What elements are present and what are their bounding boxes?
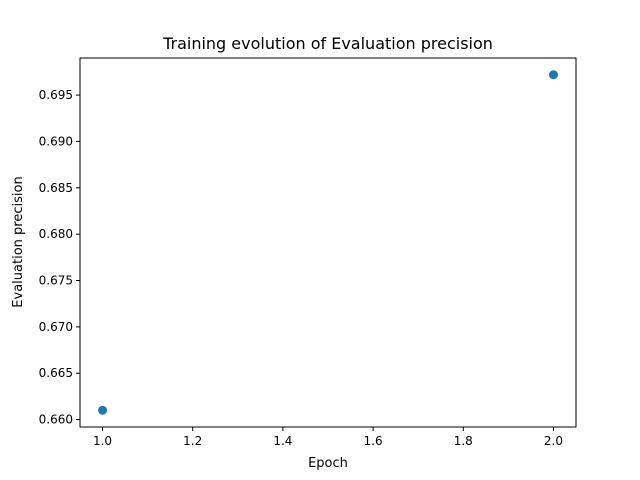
x-axis-label: Epoch <box>308 456 348 471</box>
data-series <box>98 70 558 415</box>
x-tick-label: 1.6 <box>364 434 383 448</box>
y-tick-label: 0.675 <box>39 274 73 288</box>
x-tick-label: 1.0 <box>93 434 112 448</box>
x-tick-label: 1.8 <box>454 434 473 448</box>
y-tick-label: 0.695 <box>39 88 73 102</box>
y-tick-label: 0.660 <box>39 413 73 427</box>
y-tick-label: 0.680 <box>39 227 73 241</box>
y-tick-label: 0.665 <box>39 366 73 380</box>
x-tick-label: 2.0 <box>544 434 563 448</box>
x-axis: 1.0 1.2 1.4 1.6 1.8 2.0 <box>93 427 563 448</box>
x-tick-label: 1.2 <box>183 434 202 448</box>
data-point <box>548 70 558 80</box>
y-tick-label: 0.685 <box>39 181 73 195</box>
y-tick-label: 0.670 <box>39 320 73 334</box>
y-axis: 0.660 0.665 0.670 0.675 0.680 0.685 0.690 0.695 <box>39 88 80 427</box>
data-point <box>98 405 108 415</box>
y-axis-label: Evaluation precision <box>11 176 26 307</box>
y-tick-label: 0.690 <box>39 134 73 148</box>
x-tick-label: 1.4 <box>273 434 292 448</box>
chart-title: Training evolution of Evaluation precisi… <box>162 34 493 53</box>
plot-area <box>79 57 577 428</box>
